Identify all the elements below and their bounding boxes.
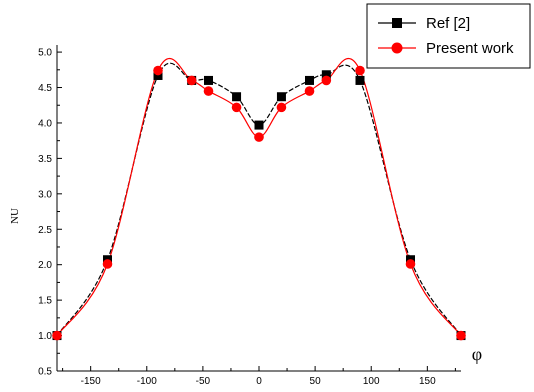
data-point-ref-2 [355,75,365,85]
y-tick-label: 1.5 [38,296,52,307]
data-point-ref-2 [153,70,163,80]
data-point-present-work [52,330,62,341]
legend-box [366,3,531,69]
y-tick-label: 2.0 [38,260,52,271]
data-point-ref-2 [305,75,314,85]
legend-label-ref2: Ref [2] [426,15,470,32]
data-point-present-work [321,75,332,86]
x-tick-label: 150 [419,376,436,387]
y-tick-label: 4.0 [38,118,52,129]
data-point-present-work [405,259,416,269]
data-point-ref-2 [321,70,331,80]
data-point-present-work [456,330,466,341]
series-markers [52,65,466,341]
x-tick-label: 0 [256,376,262,387]
series-lines [56,57,462,336]
x-tick-label: -50 [196,376,211,387]
data-point-present-work [186,75,197,86]
data-point-present-work [304,86,315,96]
x-tick-label: 50 [310,376,322,387]
y-tick-label: 2.5 [38,225,52,236]
legend-marker-present-work [391,42,403,54]
x-tick-label: -150 [81,376,101,387]
legend: Ref [2] Present work [366,3,531,69]
data-point-ref-2 [254,120,264,130]
data-point-ref-2 [232,92,242,102]
axis-ticks: 0.5 1.0 1.5 2.0 2.5 3.0 3.5 4.0 4.5 5.0 -150 -100 -5… [38,48,456,387]
x-tick-label: -100 [137,376,157,387]
x-axis-title: φ [472,344,482,364]
data-point-present-work [203,86,214,96]
data-point-present-work [231,102,242,113]
data-point-present-work [102,259,113,269]
plot-axes [56,45,461,372]
series-line-ref-2 [56,62,462,336]
y-tick-label: 1.0 [38,331,52,342]
legend-label-present-work: Present work [426,40,514,57]
legend-marker-ref2 [392,18,402,28]
data-point-present-work [355,65,365,76]
data-point-ref-2 [276,92,286,102]
y-tick-label: 3.0 [38,189,52,200]
y-axis-title: NU [9,208,21,224]
series-line-present-work [56,57,462,336]
y-tick-label: 0.5 [38,367,52,378]
x-tick-label: 100 [363,376,380,387]
y-tick-label: 5.0 [38,48,52,59]
data-point-ref-2 [204,75,213,85]
data-point-present-work [153,65,163,76]
data-point-present-work [254,132,264,142]
y-tick-label: 4.5 [38,83,52,94]
data-point-present-work [276,102,287,113]
y-tick-label: 3.5 [38,154,52,165]
